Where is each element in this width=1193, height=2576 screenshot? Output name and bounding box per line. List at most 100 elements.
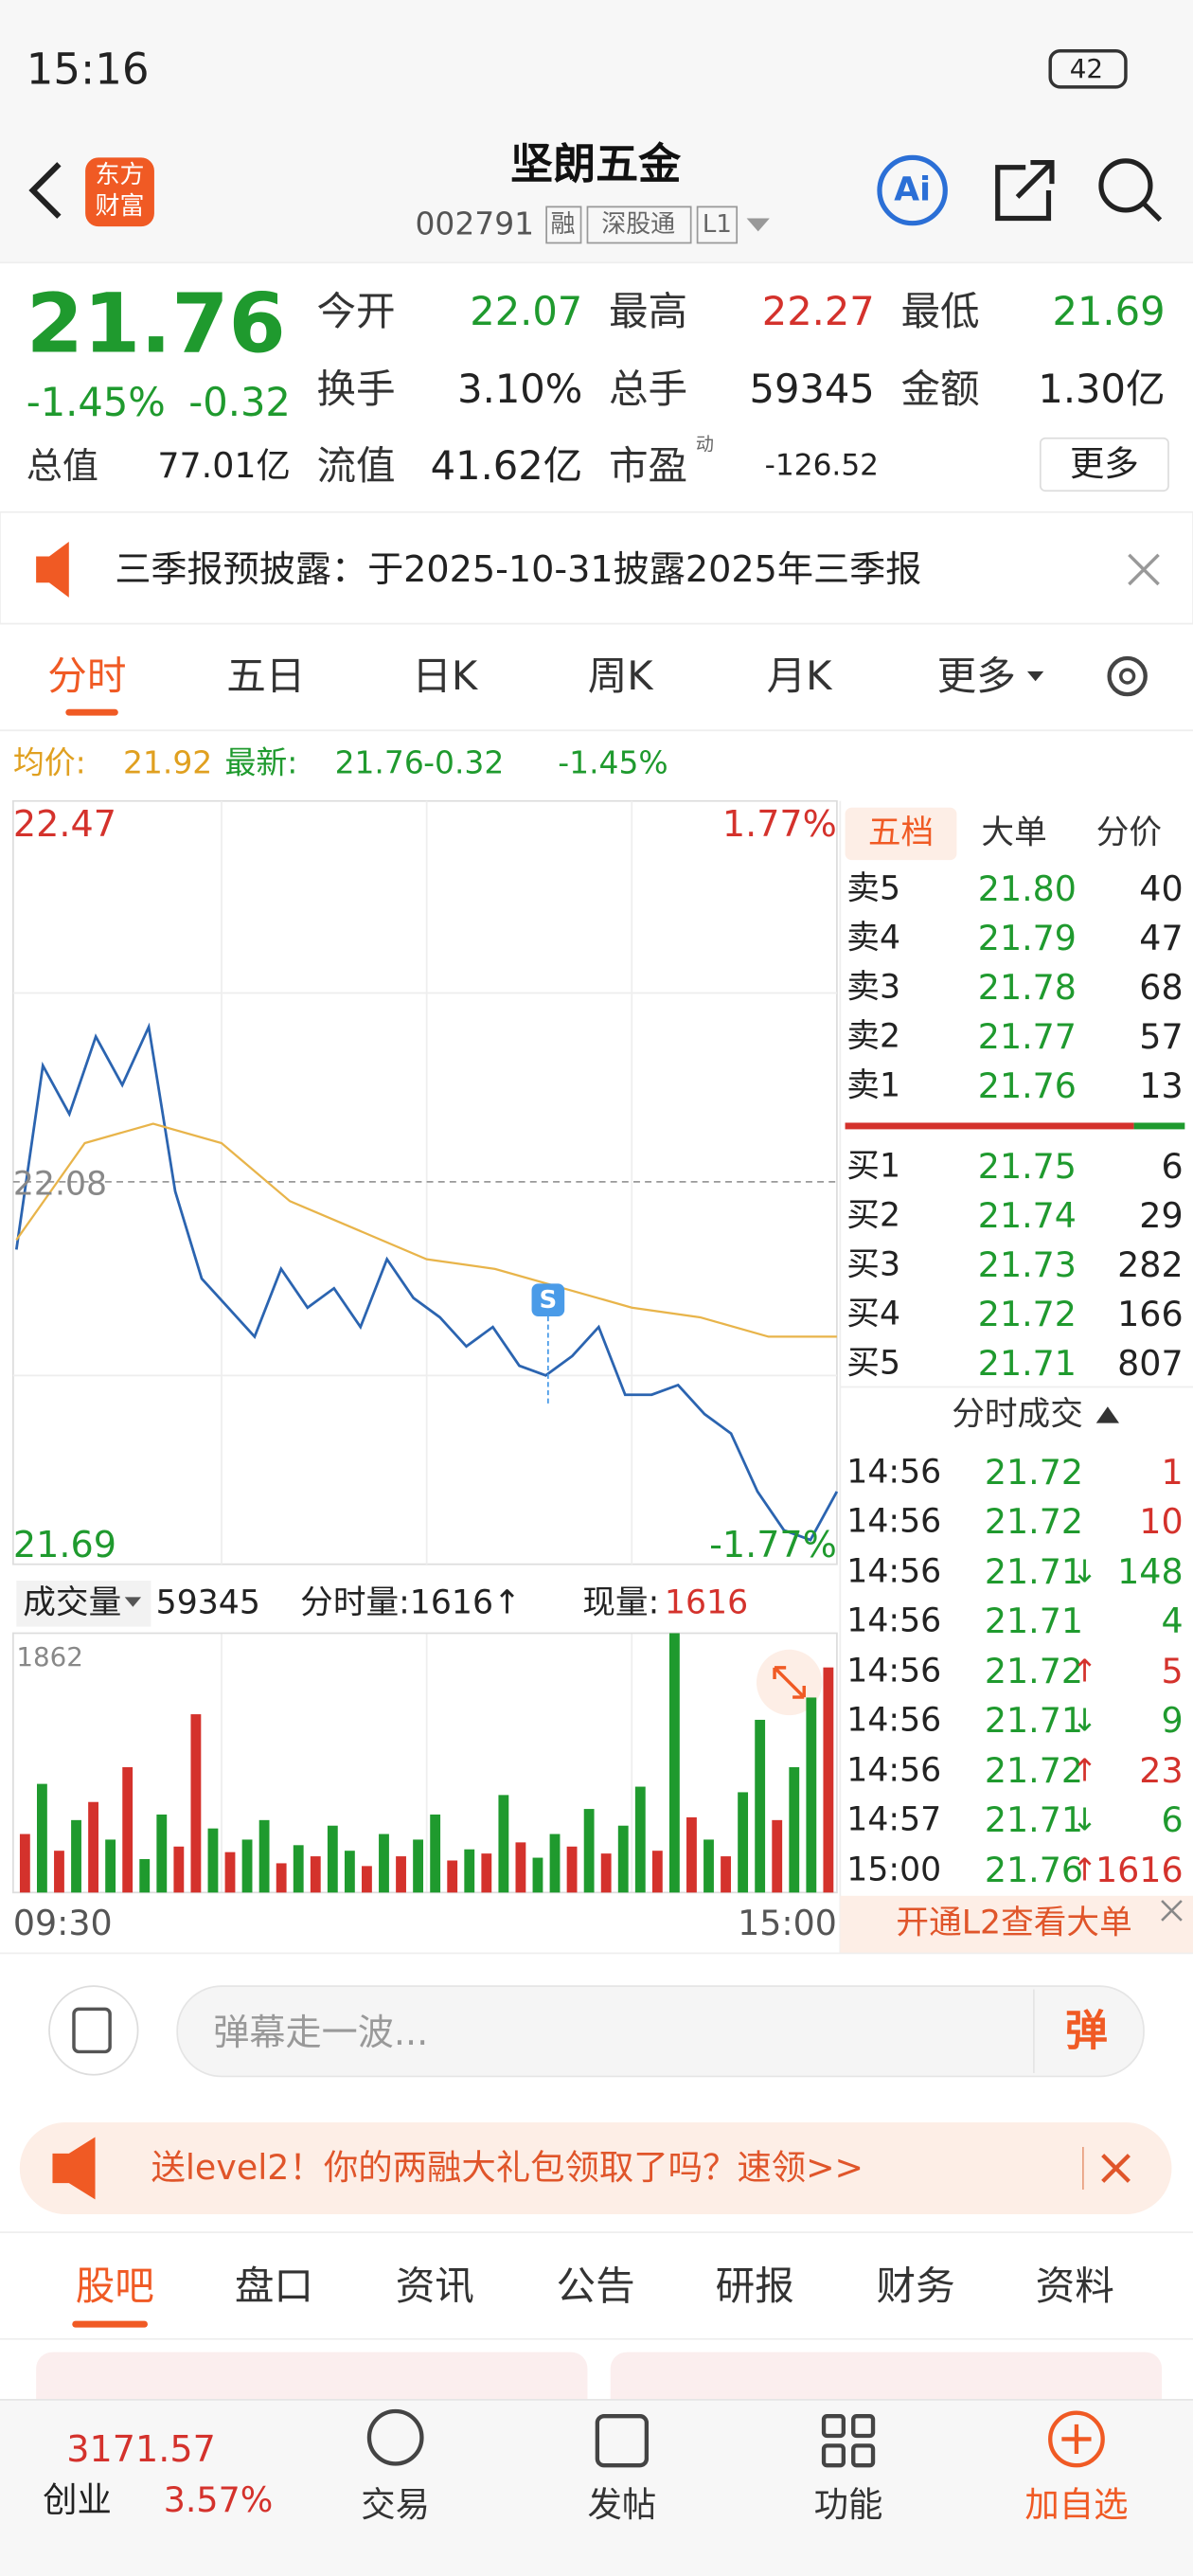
trade-volume: 5 [1161,1650,1184,1691]
book-tab[interactable]: 分价 [1095,814,1163,853]
content-tab[interactable]: 资料 [1035,2263,1114,2310]
field-label: 最低 [900,288,980,335]
nav-item[interactable]: 加自选 [1024,2483,1129,2525]
nav-item[interactable]: 发帖 [587,2483,657,2525]
tab[interactable]: 五日 [226,653,306,700]
field-value: 41.62亿 [430,442,583,490]
book-volume: 57 [1139,1016,1184,1058]
pct-top-label: 1.77% [721,802,837,845]
comment-icon[interactable] [48,1985,139,2076]
trade-price: 21.72 [984,1451,1084,1493]
tab[interactable]: 分时 [47,653,127,700]
price-line [14,1022,839,1542]
index-name: 创业 [43,2478,112,2520]
current-volume: 1616 [664,1583,749,1622]
nav-item[interactable]: 交易 [361,2483,431,2525]
tab[interactable]: 日K [412,653,478,700]
l2-promo[interactable]: 开通L2查看大单 [896,1904,1132,1942]
content-tab[interactable]: 盘口 [234,2263,313,2310]
field-value: 1.30亿 [1038,365,1166,412]
more-button[interactable]: 更多 [1070,443,1139,485]
volume-selector[interactable] [16,1581,151,1627]
share-icon[interactable] [995,159,1055,222]
trade-price: 21.72 [984,1500,1084,1542]
close-icon[interactable] [1128,553,1160,586]
field-label: 换手 [316,365,396,412]
trade-time: 14:56 [846,1751,942,1790]
nav-item[interactable]: 功能 [813,2483,883,2525]
volume-bar [54,1851,64,1893]
content-tab[interactable]: 股吧 [75,2263,154,2310]
trade-arrow: ↑ [1071,1851,1098,1888]
dropdown [1026,671,1044,682]
field-label: 金额 [900,365,980,412]
content-tab[interactable]: 研报 [715,2263,794,2310]
trade-time: 14:56 [846,1552,942,1591]
volume-bar [651,1851,663,1893]
trade-price: 21.72 [984,1749,1084,1791]
book-label: 卖5 [846,870,901,909]
content-tab[interactable]: 财务 [876,2263,955,2310]
content-tab[interactable]: 公告 [556,2263,635,2310]
trade-price: 21.72 [984,1650,1084,1691]
settings-icon[interactable] [1107,655,1148,697]
book-price: 21.75 [977,1146,1077,1188]
book-label: 买3 [846,1245,901,1284]
volume-bar [190,1714,202,1893]
add-icon[interactable] [1048,2410,1105,2468]
trade-arrow: ↓ [1071,1552,1098,1590]
dropdown [746,218,770,232]
volume-bar [36,1783,47,1893]
field-label: 流值 [316,442,396,490]
close-icon[interactable] [1101,2154,1131,2183]
volume-title[interactable]: 成交量 [23,1583,122,1622]
volume-bar [532,1857,543,1893]
volume-bar [703,1839,714,1893]
comment-input[interactable] [176,1985,1145,2078]
trade-time: 14:56 [846,1601,942,1640]
trade-arrow: ↓ [1071,1800,1098,1838]
more-button[interactable] [1039,437,1169,492]
tab[interactable]: 更多 [936,653,1016,700]
volume-total: 59345 [155,1583,260,1622]
volume-bar [362,1866,372,1893]
volume-bar [515,1842,526,1893]
trade-time: 15:00 [846,1851,942,1889]
comment-placeholder[interactable]: 弹幕走一波... [213,2011,429,2053]
tag: 融 [550,210,576,240]
danmaku-button[interactable]: 弹 [1064,2005,1108,2056]
x-label: 09:30 [12,1903,113,1944]
book-tab[interactable]: 五档 [867,814,935,853]
field-value: -126.52 [764,448,880,483]
promo-text[interactable]: 送level2！你的两融大礼包领取了吗？速领>> [151,2147,864,2189]
tab[interactable]: 月K [766,653,832,700]
back-icon[interactable] [28,162,62,219]
volume-bar [772,1819,783,1893]
tag-box [696,206,739,244]
field-label: 今开 [316,288,396,335]
trade-icon[interactable] [366,2408,424,2466]
volume-bar [344,1851,355,1893]
tag-box [586,206,692,244]
l2-banner[interactable] [840,1895,1193,1954]
function-icon[interactable] [821,2414,876,2468]
book-volume: 6 [1161,1146,1184,1188]
field-value: 59345 [749,365,875,412]
volume-bar [173,1846,185,1893]
book-tab[interactable]: 大单 [981,814,1047,853]
search-icon[interactable] [1098,158,1153,213]
tab[interactable]: 周K [587,653,653,700]
volume-bar [327,1825,338,1893]
minute-volume: 分时量:1616↑ [300,1583,522,1622]
trade-volume: 1616 [1095,1849,1184,1890]
ai-label[interactable]: Ai [894,170,931,209]
close-icon[interactable] [1161,1900,1183,1922]
ai-icon[interactable] [877,154,948,226]
promo-banner[interactable] [19,2121,1172,2215]
post-icon[interactable] [595,2414,650,2468]
avg-line [15,1122,837,1338]
volume-bar [310,1856,321,1893]
volume-bar [823,1667,834,1893]
book-label: 买1 [846,1147,901,1186]
content-tab[interactable]: 资讯 [395,2263,474,2310]
